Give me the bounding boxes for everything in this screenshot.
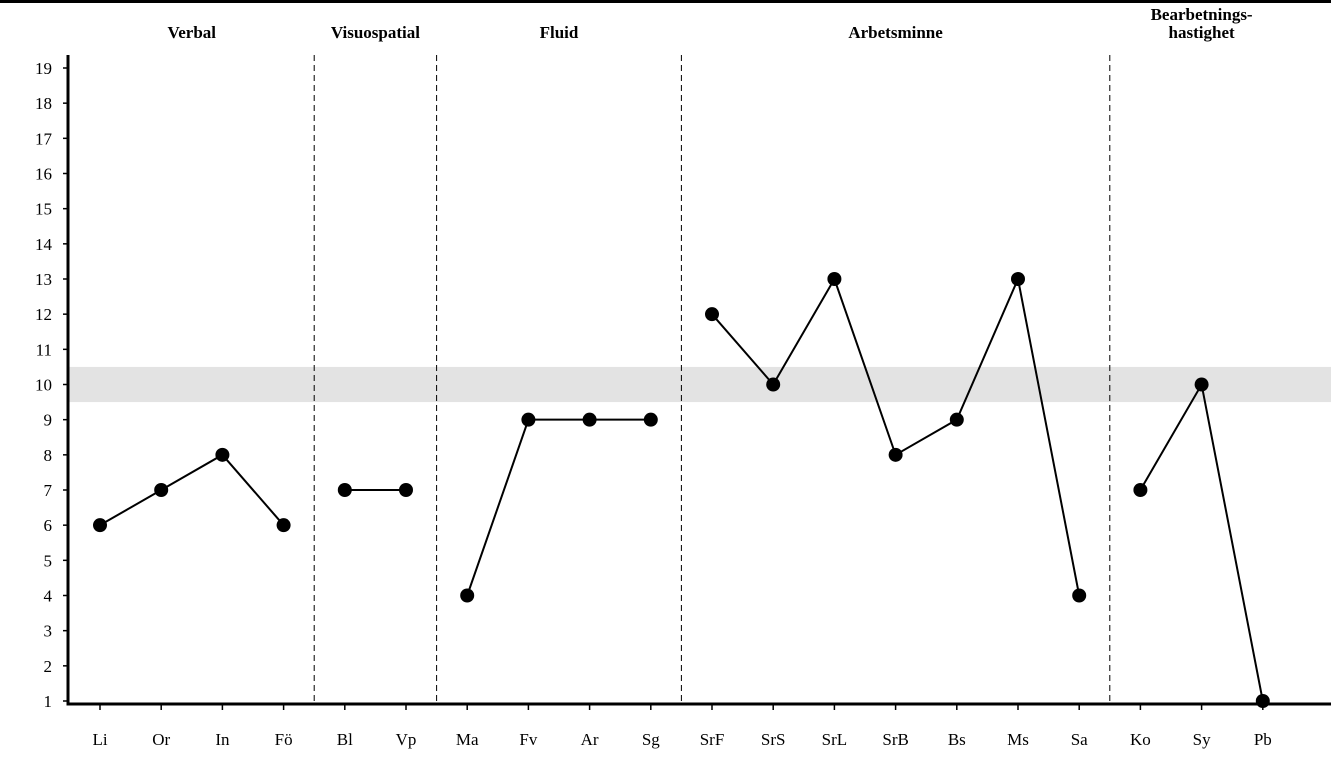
group-label-srf: Arbetsminne	[848, 23, 943, 42]
category-label-sg: Sg	[642, 730, 660, 749]
y-tick-label-18: 18	[35, 94, 52, 113]
data-point-in	[215, 447, 230, 462]
y-tick-label-9: 9	[44, 411, 53, 430]
category-label-or: Or	[152, 730, 170, 749]
data-point-ar	[582, 412, 597, 427]
y-tick-label-10: 10	[35, 376, 52, 395]
y-tick-label-19: 19	[35, 59, 52, 78]
category-label-fö: Fö	[275, 730, 293, 749]
data-point-srb	[888, 447, 903, 462]
data-point-or	[154, 483, 169, 497]
group-label-ko-line-0: Bearbetnings-	[1151, 5, 1253, 24]
category-label-bs: Bs	[948, 730, 966, 749]
category-label-srs: SrS	[761, 730, 786, 749]
category-label-srb: SrB	[882, 730, 908, 749]
data-point-sa	[1072, 588, 1087, 603]
y-tick-label-11: 11	[36, 340, 52, 359]
data-point-ko	[1133, 483, 1148, 497]
y-tick-label-7: 7	[44, 481, 53, 500]
category-label-ar: Ar	[581, 730, 599, 749]
y-tick-label-3: 3	[44, 622, 53, 641]
category-label-ma: Ma	[456, 730, 479, 749]
category-label-in: In	[215, 730, 230, 749]
data-point-sy	[1194, 377, 1209, 392]
data-point-sg	[643, 412, 658, 427]
y-tick-label-15: 15	[35, 200, 52, 219]
data-point-li	[93, 518, 107, 533]
data-point-fv	[521, 412, 536, 427]
category-label-fv: Fv	[519, 730, 537, 749]
category-label-li: Li	[92, 730, 107, 749]
category-label-sy: Sy	[1193, 730, 1211, 749]
series-line-li	[99, 453, 285, 527]
y-tick-label-14: 14	[35, 235, 53, 254]
category-label-ko: Ko	[1130, 730, 1151, 749]
group-label-ma: Fluid	[540, 23, 579, 42]
data-point-fö	[276, 518, 291, 533]
series-line-ko	[1139, 381, 1264, 702]
category-label-sa: Sa	[1071, 730, 1088, 749]
data-point-srf	[705, 307, 719, 322]
group-label-bl: Visuospatial	[331, 23, 420, 42]
reference-band	[68, 366, 1331, 403]
category-label-srl: SrL	[822, 730, 848, 749]
group-label-ko-line-1: hastighet	[1169, 23, 1235, 42]
series-line-ma	[466, 418, 651, 596]
data-point-ma	[460, 588, 475, 603]
data-point-ms	[1011, 272, 1025, 286]
y-tick-label-8: 8	[44, 446, 53, 465]
y-tick-label-5: 5	[44, 551, 53, 570]
data-point-bl	[337, 483, 352, 497]
y-tick-label-16: 16	[35, 165, 52, 184]
series-line-srf	[711, 275, 1081, 596]
y-tick-label-6: 6	[44, 516, 53, 535]
y-tick-label-2: 2	[44, 657, 53, 676]
y-tick-label-4: 4	[44, 587, 53, 606]
data-point-pb	[1255, 694, 1270, 708]
category-label-ms: Ms	[1007, 730, 1029, 749]
category-label-bl: Bl	[337, 730, 353, 749]
category-label-pb: Pb	[1254, 730, 1272, 749]
data-point-vp	[399, 483, 413, 497]
category-label-srf: SrF	[700, 730, 725, 749]
data-point-srl	[827, 272, 842, 286]
data-point-srs	[766, 377, 781, 392]
y-tick-label-1: 1	[44, 692, 53, 711]
category-label-vp: Vp	[396, 730, 417, 749]
y-tick-label-17: 17	[35, 129, 53, 148]
y-tick-label-13: 13	[35, 270, 52, 289]
data-point-bs	[949, 412, 964, 427]
group-label-li: Verbal	[168, 23, 217, 42]
y-tick-label-12: 12	[35, 305, 52, 324]
